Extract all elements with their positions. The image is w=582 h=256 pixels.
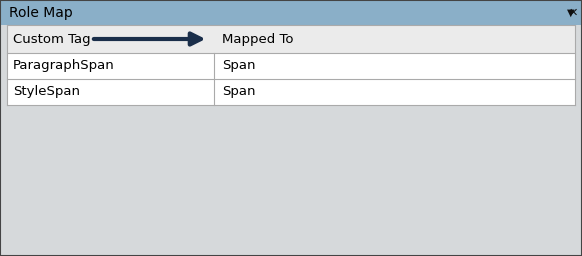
Bar: [7, 25, 575, 53]
Text: ParagraphSpan: ParagraphSpan: [13, 59, 115, 72]
Text: Mapped To: Mapped To: [222, 33, 294, 46]
Text: Custom Tag: Custom Tag: [13, 33, 91, 46]
Text: StyleSpan: StyleSpan: [13, 86, 80, 99]
Bar: [7, 53, 575, 105]
Text: Role Map: Role Map: [9, 5, 73, 19]
Bar: [0, 0, 582, 25]
Text: Span: Span: [222, 59, 256, 72]
Text: ▼: ▼: [566, 7, 574, 17]
Text: Span: Span: [222, 86, 256, 99]
Text: ✕: ✕: [569, 7, 578, 17]
